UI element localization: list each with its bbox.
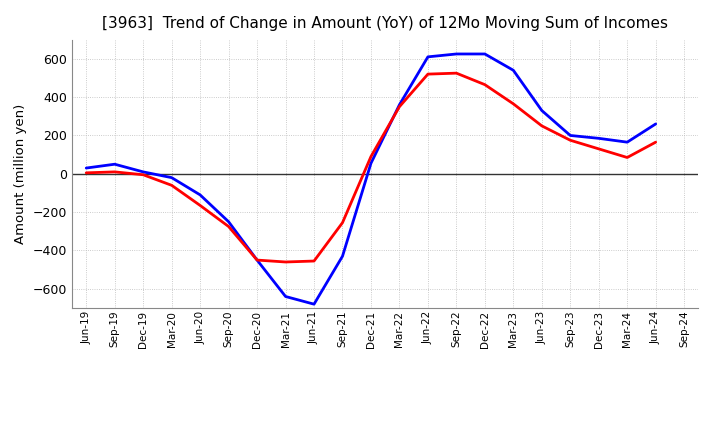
Net Income: [196, 203, 204, 208]
Ordinary Income: [452, 51, 461, 57]
Ordinary Income: [395, 102, 404, 107]
Net Income: [167, 183, 176, 188]
Ordinary Income: [225, 219, 233, 224]
Net Income: [225, 224, 233, 229]
Net Income: [623, 155, 631, 160]
Ordinary Income: [167, 175, 176, 180]
Net Income: [110, 169, 119, 175]
Ordinary Income: [82, 165, 91, 171]
Net Income: [338, 220, 347, 225]
Net Income: [282, 259, 290, 264]
Net Income: [566, 138, 575, 143]
Ordinary Income: [196, 192, 204, 198]
Ordinary Income: [480, 51, 489, 57]
Line: Ordinary Income: Ordinary Income: [86, 54, 656, 304]
Net Income: [310, 258, 318, 264]
Ordinary Income: [537, 108, 546, 113]
Ordinary Income: [652, 121, 660, 127]
Ordinary Income: [366, 161, 375, 166]
Net Income: [652, 139, 660, 145]
Net Income: [423, 71, 432, 77]
Ordinary Income: [338, 253, 347, 259]
Y-axis label: Amount (million yen): Amount (million yen): [14, 104, 27, 244]
Net Income: [537, 123, 546, 128]
Net Income: [509, 101, 518, 106]
Ordinary Income: [566, 133, 575, 138]
Ordinary Income: [423, 54, 432, 59]
Ordinary Income: [282, 294, 290, 299]
Ordinary Income: [110, 161, 119, 167]
Ordinary Income: [253, 257, 261, 263]
Net Income: [253, 257, 261, 263]
Net Income: [139, 172, 148, 177]
Ordinary Income: [509, 68, 518, 73]
Line: Net Income: Net Income: [86, 73, 656, 262]
Net Income: [395, 104, 404, 109]
Ordinary Income: [310, 301, 318, 307]
Net Income: [82, 170, 91, 176]
Ordinary Income: [623, 139, 631, 145]
Net Income: [595, 146, 603, 151]
Net Income: [452, 70, 461, 76]
Ordinary Income: [595, 136, 603, 141]
Ordinary Income: [139, 169, 148, 175]
Net Income: [366, 154, 375, 159]
Net Income: [480, 82, 489, 87]
Title: [3963]  Trend of Change in Amount (YoY) of 12Mo Moving Sum of Incomes: [3963] Trend of Change in Amount (YoY) o…: [102, 16, 668, 32]
